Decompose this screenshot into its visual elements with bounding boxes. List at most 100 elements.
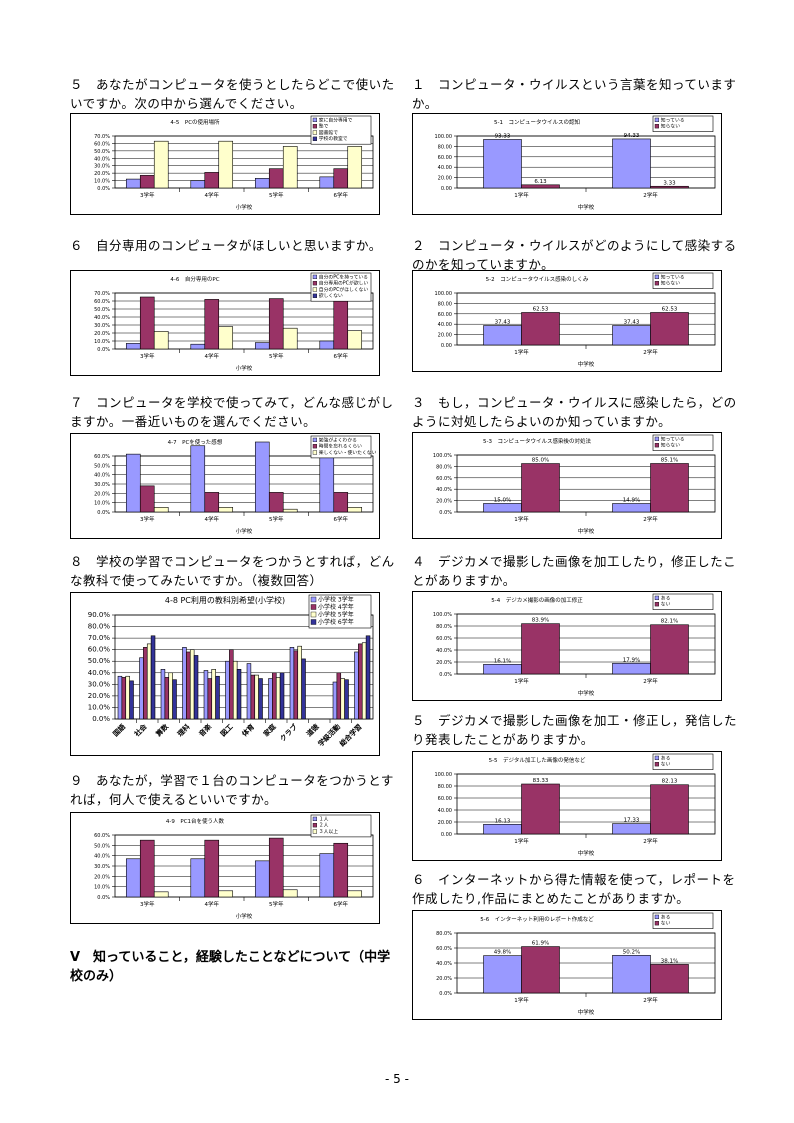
chart-title: 5-6 インターネット利用のレポート作成など — [480, 915, 594, 923]
category-label: 2学年 — [643, 515, 658, 523]
bar — [521, 783, 560, 835]
bar — [193, 655, 199, 720]
chart-title: 5-1 コンピュータウイルスの認知 — [494, 118, 580, 126]
chart-5-1: 5-1 コンピュータウイルスの認知 0.00 20.00 40.00 60.00 80.0… — [412, 113, 722, 215]
bar — [282, 889, 298, 898]
bar — [333, 492, 349, 513]
bar — [139, 839, 155, 898]
y-tick-label: 90.0% — [88, 611, 111, 619]
data-label: 14.9% — [623, 498, 640, 504]
y-tick-label: 0.0% — [92, 715, 110, 723]
legend — [310, 814, 372, 838]
chart-title: 5-3 コンピュータウイルス感染後の対処法 — [483, 437, 591, 445]
chart-5-6: 5-6 インターネット利用のレポート作成など 0.0% 20.0% 40.0% 60.0… — [412, 910, 722, 1020]
bar — [153, 891, 169, 898]
bar — [483, 664, 522, 675]
y-tick-label: 70.0% — [94, 134, 110, 140]
x-axis-label: 中学校 — [578, 527, 595, 535]
bar — [282, 327, 298, 350]
bar — [347, 146, 363, 189]
bar — [272, 672, 277, 720]
question-left-6: ６ 自分専用のコンピュータがほしいと思いますか。 — [70, 238, 382, 253]
category-label: 1学年 — [514, 191, 529, 199]
bar — [117, 675, 123, 720]
chart-title: 5-4 デジカメ撮影の画像の加工修正 — [491, 596, 583, 604]
question-left-5: ５ あなたがコンピュータを使うとしたらどこで使いたいですか。次の中から選んでくだ… — [70, 77, 395, 111]
bar — [250, 674, 256, 720]
bar — [150, 635, 156, 720]
legend-label: ある — [661, 755, 671, 761]
bar — [365, 635, 371, 720]
y-tick-label: 60.0% — [94, 454, 110, 460]
bar — [232, 660, 238, 720]
chart-svg: 5-5 デジタル加工した画像の発信など 0.00 20.00 40.00 60.00 80… — [435, 753, 716, 857]
legend-swatch — [654, 595, 659, 600]
chart-title: 5-2 コンピュータウイルス感染のしくみ — [486, 275, 589, 283]
legend-label: ない — [661, 761, 671, 768]
bar — [650, 185, 689, 189]
y-tick-label: 100.00 — [435, 291, 453, 297]
category-label: 総合学習 — [338, 722, 364, 748]
y-tick-label: 60.0% — [436, 636, 452, 642]
legend-swatch — [312, 136, 317, 141]
legend-swatch — [654, 921, 659, 926]
data-label: 93.33 — [495, 133, 511, 139]
data-label: 6.13 — [534, 179, 547, 185]
bar — [612, 325, 651, 346]
category-label: 理科 — [175, 722, 191, 738]
data-label: 16.13 — [495, 818, 511, 824]
y-tick-label: 0.0% — [439, 510, 452, 516]
bar — [521, 946, 560, 994]
y-tick-label: 10.0% — [94, 501, 110, 507]
bar — [521, 312, 560, 346]
y-tick-label: 40.0% — [436, 648, 452, 654]
legend — [652, 753, 714, 770]
y-tick-label: 20.0% — [94, 874, 110, 880]
bar — [268, 492, 284, 513]
category-label: 4学年 — [205, 352, 220, 360]
legend-label: 自分のPCを持っている — [319, 273, 368, 280]
question-right-6: ６ インターネットから得た情報を使って，レポートを作成したり,作品にまとめたこと… — [412, 872, 736, 906]
bar — [254, 178, 270, 189]
x-axis-label: 中学校 — [578, 849, 595, 857]
bar — [332, 681, 338, 720]
y-tick-label: 0.0% — [439, 672, 452, 678]
category-label: 学級活動 — [316, 722, 342, 748]
legend-label: 小学校 5学年 — [318, 611, 354, 619]
bar — [190, 343, 206, 350]
y-tick-label: 0.0% — [97, 186, 110, 192]
bar — [268, 168, 284, 189]
legend-label: ある — [661, 595, 671, 601]
y-tick-label: 80.0% — [436, 464, 452, 470]
chart-4-9: 4-9 PC1台を使う人数 0.0% 10.0% 20.0% 30.0% 40.0% 50.… — [70, 812, 380, 924]
bar — [254, 342, 270, 350]
y-tick-label: 50.0% — [94, 307, 110, 313]
bar — [172, 679, 177, 720]
chart-svg: 5-2 コンピュータウイルス感染のしくみ 0.00 20.00 40.00 60.00 8… — [435, 272, 716, 368]
category-label: 図工 — [218, 722, 234, 738]
data-label: 49.8% — [494, 950, 511, 956]
category-label: 2学年 — [643, 996, 658, 1004]
y-tick-label: 50.0% — [94, 843, 110, 849]
bar — [139, 296, 155, 350]
question-right-4: ４ デジカメで撮影した画像を加工したり，修正したことがありますか。 — [412, 554, 737, 588]
bar — [483, 503, 522, 513]
bar — [125, 858, 141, 898]
category-label: 3学年 — [140, 352, 155, 360]
bar — [354, 651, 359, 720]
bar — [246, 663, 252, 720]
category-label: 3学年 — [140, 900, 155, 908]
y-tick-label: 60.00 — [438, 155, 452, 161]
chart-svg: 4-9 PC1台を使う人数 0.0% 10.0% 20.0% 30.0% 40.0% 50.… — [94, 814, 374, 920]
bar — [344, 679, 349, 720]
data-label: 37.43 — [624, 320, 640, 326]
data-label: 17.9% — [623, 657, 640, 663]
y-tick-label: 60.00 — [438, 796, 452, 802]
bar — [282, 508, 298, 513]
legend-label: ない — [661, 601, 671, 608]
bar — [319, 853, 335, 898]
bar — [139, 657, 144, 720]
y-tick-label: 60.0% — [436, 476, 452, 482]
bar — [258, 678, 263, 720]
bar — [218, 507, 234, 513]
